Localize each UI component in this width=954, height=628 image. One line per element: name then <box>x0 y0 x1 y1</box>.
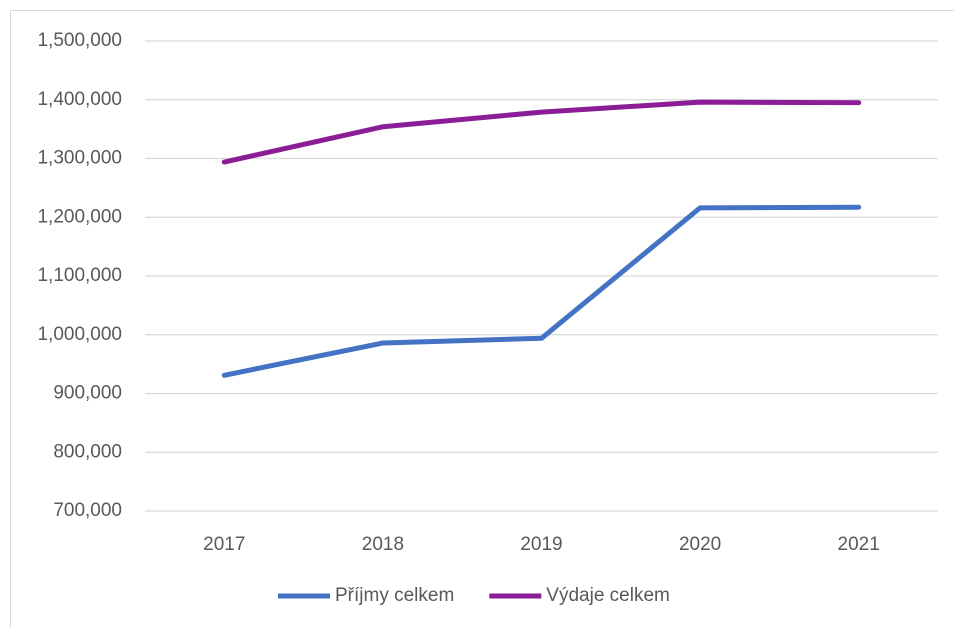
x-tick-label: 2021 <box>838 534 880 555</box>
chart-border <box>10 10 954 628</box>
legend-label: Výdaje celkem <box>546 585 670 606</box>
y-tick-label: 1,200,000 <box>37 206 122 227</box>
series-line <box>221 204 862 378</box>
y-tick-label: 800,000 <box>53 441 122 462</box>
x-tick-label: 2019 <box>520 534 562 555</box>
series-line <box>221 99 862 165</box>
x-tick-label: 2018 <box>362 534 404 555</box>
y-tick-label: 700,000 <box>53 500 122 521</box>
y-tick-label: 1,000,000 <box>37 324 122 345</box>
y-tick-label: 900,000 <box>53 383 122 404</box>
y-tick-label: 1,100,000 <box>37 265 122 286</box>
x-tick-label: 2020 <box>679 534 721 555</box>
y-tick-label: 1,300,000 <box>37 148 122 169</box>
legend-label: Příjmy celkem <box>335 585 454 606</box>
y-tick-label: 1,500,000 <box>37 30 122 51</box>
x-tick-label: 2017 <box>203 534 245 555</box>
y-tick-label: 1,400,000 <box>37 89 122 110</box>
